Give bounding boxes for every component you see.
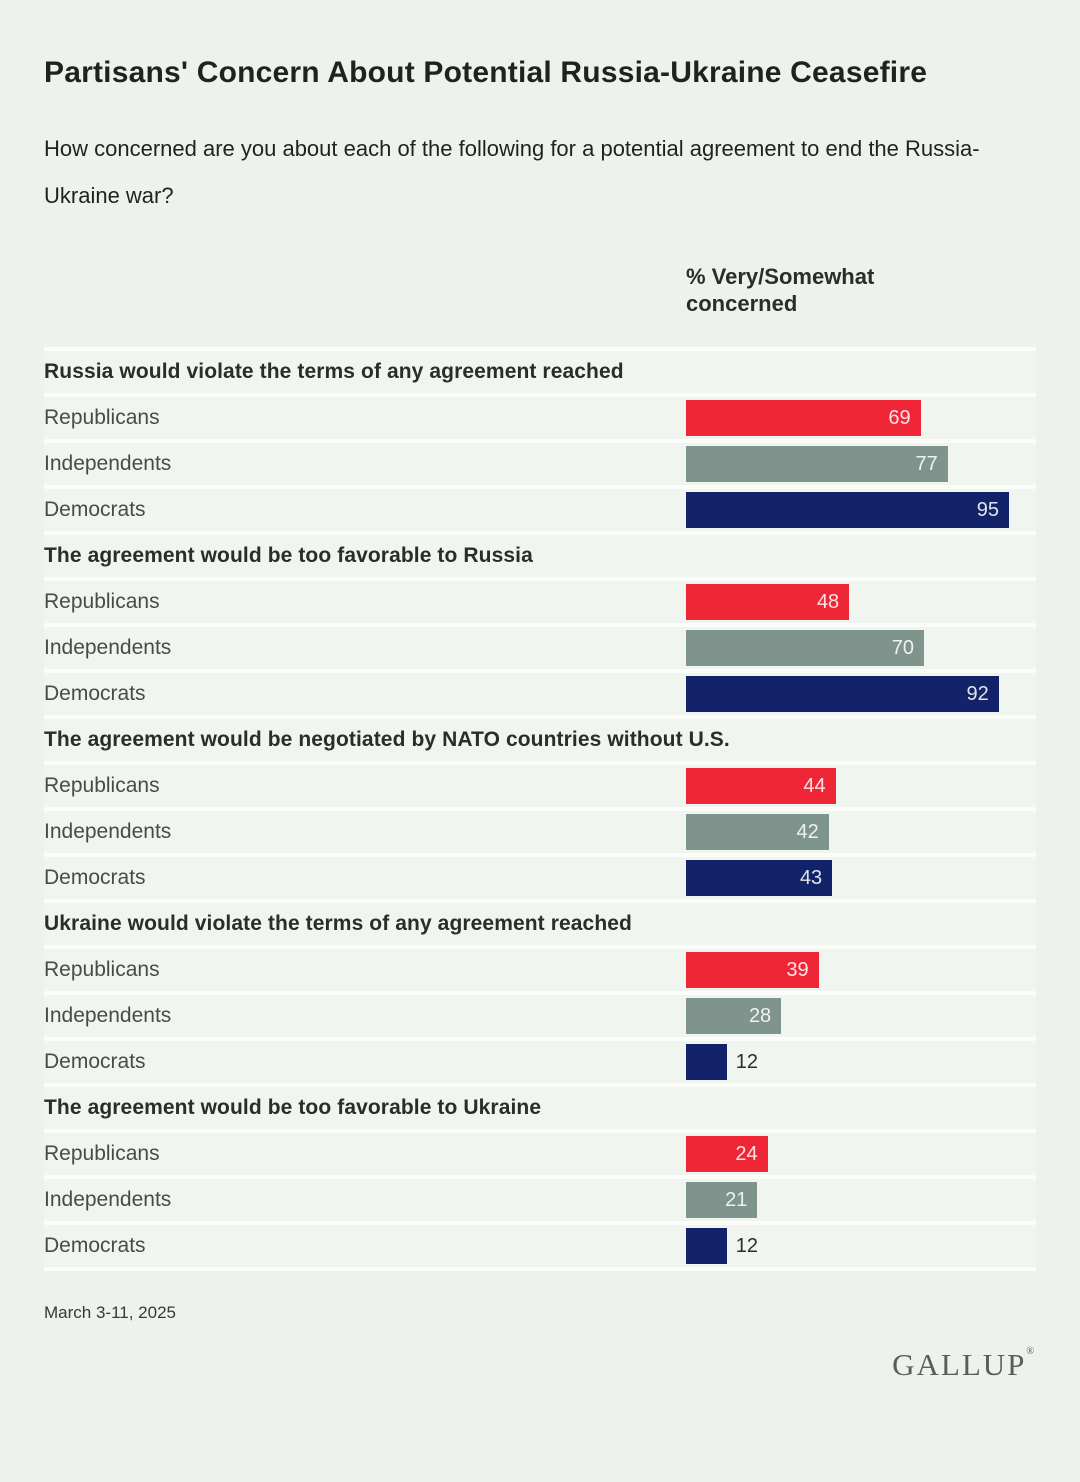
party-bar-row: Democrats 12 <box>44 1037 1036 1083</box>
bar-value-label: 12 <box>735 1050 759 1073</box>
bar-track: 12 <box>686 1228 1026 1264</box>
party-bar-row: Democrats 12 <box>44 1221 1036 1267</box>
statement-text: The agreement would be too favorable to … <box>44 1096 542 1119</box>
party-bar-row: Independents 42 <box>44 807 1036 853</box>
bar-track: 44 <box>686 768 1026 804</box>
bar-value-label: 21 <box>725 1188 748 1211</box>
party-label: Republicans <box>44 1142 160 1165</box>
bar-value-label: 42 <box>796 820 819 843</box>
bar-track: 12 <box>686 1044 1026 1080</box>
bar-value-label: 28 <box>748 1004 772 1027</box>
bar-track: 24 <box>686 1136 1026 1172</box>
gallup-wordmark: GALLUP <box>892 1347 1027 1382</box>
party-label: Republicans <box>44 774 160 797</box>
registered-trademark-icon: ® <box>1026 1346 1036 1357</box>
party-label: Republicans <box>44 406 160 429</box>
gallup-logo: GALLUP® <box>892 1347 1036 1383</box>
survey-question-subtitle: How concerned are you about each of the … <box>44 136 980 208</box>
bar-value-label: 69 <box>888 406 911 429</box>
bar-track: 69 <box>686 400 1026 436</box>
bar-track: 39 <box>686 952 1026 988</box>
value-bar: 69 <box>686 400 921 436</box>
value-column-header: % Very/Somewhat concerned <box>686 263 966 317</box>
value-bar: 21 <box>686 1182 758 1218</box>
party-bar-row: Independents 28 <box>44 991 1036 1037</box>
bar-value-label: 48 <box>816 590 840 613</box>
party-bar-row: Independents 70 <box>44 623 1036 669</box>
party-label: Democrats <box>44 1234 146 1257</box>
bar-track: 77 <box>686 446 1026 482</box>
statement-row: The agreement would be negotiated by NAT… <box>44 715 1036 761</box>
party-bar-row: Republicans 44 <box>44 761 1036 807</box>
statement-text: Ukraine would violate the terms of any a… <box>44 912 632 935</box>
party-label: Independents <box>44 1004 172 1027</box>
party-bar-row: Independents 21 <box>44 1175 1036 1221</box>
party-bar-row: Republicans 48 <box>44 577 1036 623</box>
party-label: Independents <box>44 820 172 843</box>
party-label: Independents <box>44 636 172 659</box>
bar-value-label: 44 <box>803 774 826 797</box>
bar-track: 28 <box>686 998 1026 1034</box>
party-bar-row: Republicans 69 <box>44 393 1036 439</box>
bar-track: 21 <box>686 1182 1026 1218</box>
bar-track: 95 <box>686 492 1026 528</box>
value-bar: 24 <box>686 1136 768 1172</box>
party-label: Independents <box>44 452 172 475</box>
value-bar: 28 <box>686 998 782 1034</box>
bar-value-label: 12 <box>735 1234 759 1257</box>
bar-track: 42 <box>686 814 1026 850</box>
party-label: Democrats <box>44 866 146 889</box>
party-bar-row: Democrats 43 <box>44 853 1036 899</box>
party-label: Democrats <box>44 1050 146 1073</box>
party-bar-row: Democrats 95 <box>44 485 1036 531</box>
bar-value-label: 95 <box>976 498 999 521</box>
statement-row: The agreement would be too favorable to … <box>44 531 1036 577</box>
bar-track: 70 <box>686 630 1026 666</box>
party-label: Independents <box>44 1188 172 1211</box>
value-bar: 77 <box>686 446 948 482</box>
value-bar <box>686 1044 727 1080</box>
bar-value-label: 77 <box>915 452 938 475</box>
party-label: Republicans <box>44 590 160 613</box>
bar-value-label: 70 <box>891 636 914 659</box>
value-bar <box>686 1228 727 1264</box>
statement-text: Russia would violate the terms of any ag… <box>44 360 624 383</box>
value-bar: 48 <box>686 584 850 620</box>
value-bar: 70 <box>686 630 924 666</box>
value-bar: 95 <box>686 492 1009 528</box>
party-bar-row: Republicans 24 <box>44 1129 1036 1175</box>
bar-value-label: 24 <box>735 1142 758 1165</box>
statement-row: The agreement would be too favorable to … <box>44 1083 1036 1129</box>
bar-value-label: 39 <box>786 958 809 981</box>
value-bar: 42 <box>686 814 829 850</box>
statement-text: The agreement would be negotiated by NAT… <box>44 728 730 751</box>
value-bar: 43 <box>686 860 833 896</box>
value-bar: 92 <box>686 676 999 712</box>
bar-chart: Russia would violate the terms of any ag… <box>44 347 1036 1271</box>
page-title: Partisans' Concern About Potential Russi… <box>44 56 928 89</box>
value-bar: 39 <box>686 952 819 988</box>
bar-value-label: 43 <box>799 866 823 889</box>
party-bar-row: Democrats 92 <box>44 669 1036 715</box>
party-label: Republicans <box>44 958 160 981</box>
statement-text: The agreement would be too favorable to … <box>44 544 533 567</box>
party-bar-row: Independents 77 <box>44 439 1036 485</box>
bar-track: 48 <box>686 584 1026 620</box>
statement-row: Russia would violate the terms of any ag… <box>44 347 1036 393</box>
party-bar-row: Republicans 39 <box>44 945 1036 991</box>
bar-track: 43 <box>686 860 1026 896</box>
party-label: Democrats <box>44 498 146 521</box>
party-label: Democrats <box>44 682 146 705</box>
bar-track: 92 <box>686 676 1026 712</box>
bar-value-label: 92 <box>966 682 989 705</box>
brand-row: GALLUP® <box>44 1347 1036 1383</box>
survey-date: March 3-11, 2025 <box>44 1303 176 1322</box>
value-bar: 44 <box>686 768 836 804</box>
value-column-header-line2: concerned <box>686 291 798 316</box>
value-column-header-line1: % Very/Somewhat <box>686 264 875 289</box>
statement-row: Ukraine would violate the terms of any a… <box>44 899 1036 945</box>
